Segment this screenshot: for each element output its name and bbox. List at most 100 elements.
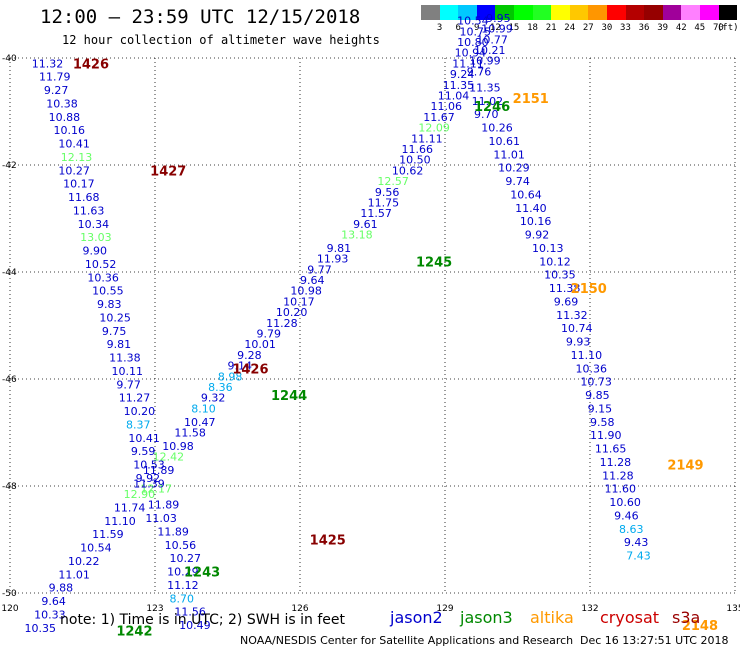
- wave-height-value: 10.73: [580, 376, 612, 389]
- pass-time-label: 1425: [310, 534, 346, 549]
- pass-time-label: 2149: [667, 459, 703, 474]
- scale-label: 6: [455, 23, 461, 33]
- wave-height-value: 9.92: [136, 472, 161, 485]
- wave-height-value: 11.40: [515, 202, 547, 215]
- wave-height-value: 11.32: [32, 57, 64, 70]
- scale-swatch: [718, 5, 738, 20]
- wave-height-value: 9.85: [585, 389, 610, 402]
- wave-height-value: 10.17: [63, 178, 95, 191]
- wave-height-value: 10.74: [561, 322, 593, 335]
- scale-swatch: [476, 5, 496, 20]
- wave-height-value: 10.41: [128, 432, 160, 445]
- wave-height-value: 11.93: [317, 253, 349, 266]
- wave-height-value: 11.32: [556, 309, 588, 322]
- pass-time-label: 1427: [150, 164, 186, 179]
- wave-height-value: 9.69: [554, 295, 579, 308]
- wave-height-value: 11.79: [39, 71, 71, 84]
- wave-height-value: 9.83: [97, 298, 122, 311]
- scale-label: 21: [545, 23, 557, 33]
- wave-height-value: 10.16: [520, 215, 552, 228]
- wave-height-value: 11.57: [360, 207, 392, 220]
- legend-altika: altika: [530, 608, 574, 627]
- wave-height-value: 9.43: [624, 536, 649, 549]
- wave-height-value: 10.80: [457, 36, 489, 49]
- scale-swatch: [513, 5, 533, 20]
- wave-height-value: 10.47: [184, 416, 216, 429]
- scale-swatch: [532, 5, 552, 20]
- scale-swatch: [662, 5, 682, 20]
- wave-height-value: 9.90: [83, 245, 108, 258]
- lon-tick-label: 123: [146, 604, 163, 614]
- wave-height-value: 10.29: [167, 566, 199, 579]
- pass-time-label: 1426: [73, 57, 109, 72]
- wave-height-value: 11.89: [143, 464, 175, 477]
- scale-swatch: [699, 5, 719, 20]
- wave-height-color-scale: [421, 5, 738, 20]
- wave-height-value: 10.35: [25, 622, 57, 635]
- scale-swatch: [421, 5, 440, 20]
- wave-height-value: 11.28: [602, 469, 634, 482]
- scale-swatch: [569, 5, 589, 20]
- wave-height-value: 11.65: [595, 443, 627, 456]
- scale-swatch: [588, 5, 607, 20]
- wave-height-value: 10.54: [80, 542, 112, 555]
- scale-label: 24: [564, 23, 576, 33]
- wave-height-value: 9.61: [353, 218, 378, 231]
- wave-height-value: 11.03: [145, 512, 177, 525]
- scale-swatch: [681, 5, 700, 20]
- wave-height-value: 9.93: [566, 336, 591, 349]
- wave-height-value: 9.64: [300, 274, 325, 287]
- wave-height-value: 9.79: [257, 328, 282, 341]
- pass-time-label: 2151: [513, 92, 549, 107]
- wave-height-value: 11.06: [431, 100, 463, 113]
- pass-time-label: 1242: [116, 624, 152, 639]
- wave-height-value: 10.29: [498, 162, 529, 175]
- wave-height-value: 11.63: [73, 204, 105, 217]
- wave-height-value: 11.35: [469, 81, 501, 94]
- wave-height-value: 10.20: [276, 306, 308, 319]
- pass-time-label: 1243: [184, 566, 220, 581]
- wave-height-value: 11.66: [402, 143, 434, 156]
- wave-height-value: 11.59: [92, 528, 124, 541]
- wave-height-value: 10.33: [34, 608, 66, 621]
- wave-height-value: 8.37: [126, 418, 151, 431]
- wave-height-value: 10.49: [179, 619, 211, 632]
- wave-height-value: 10.22: [68, 555, 100, 568]
- wave-height-value: 10.94: [455, 47, 487, 60]
- wave-height-value: 8.36: [208, 381, 233, 394]
- scale-label: 9: [474, 23, 480, 33]
- wave-height-value: 11.11: [452, 57, 484, 70]
- lon-tick-label: 132: [581, 604, 598, 614]
- wave-height-value: 12.13: [61, 151, 93, 164]
- wave-height-value: 10.25: [99, 311, 130, 324]
- wave-height-value: 10.20: [124, 405, 156, 418]
- scale-label: 42: [675, 23, 687, 33]
- wave-height-value: 9.24: [450, 68, 475, 81]
- scale-label: 12: [489, 23, 501, 33]
- scale-swatch: [495, 5, 514, 20]
- wave-height-value: 9.92: [525, 229, 550, 242]
- wave-height-value: 11.58: [174, 427, 206, 440]
- lat-tick-label: -50: [2, 589, 17, 599]
- wave-height-value: 13.03: [80, 231, 112, 244]
- wave-height-value: 11.10: [104, 515, 136, 528]
- wave-height-value: 11.67: [423, 111, 455, 124]
- wave-height-value: 11.75: [368, 196, 400, 209]
- wave-height-value: 11.60: [605, 483, 637, 496]
- wave-height-value: 10.27: [170, 552, 202, 565]
- footer-timestamp: Dec 16 13:27:51 UTC 2018: [580, 634, 729, 647]
- pass-time-label: 1426: [232, 362, 268, 377]
- wave-height-value: 10.38: [46, 97, 78, 110]
- scale-swatch: [644, 5, 663, 20]
- legend-jason3: jason3: [460, 608, 513, 627]
- wave-height-value: 10.54: [457, 15, 489, 28]
- wave-height-value: 10.13: [532, 242, 564, 255]
- scale-label: 70: [712, 23, 724, 33]
- scale-label: 3: [436, 23, 443, 33]
- wave-height-value: 11.01: [58, 568, 89, 581]
- wave-height-value: 10.16: [54, 124, 86, 137]
- wave-height-value: 10.36: [87, 271, 119, 284]
- legend-cryosat: cryosat: [600, 608, 660, 627]
- lon-tick-label: 126: [291, 604, 308, 614]
- wave-height-value: 11.74: [114, 501, 145, 514]
